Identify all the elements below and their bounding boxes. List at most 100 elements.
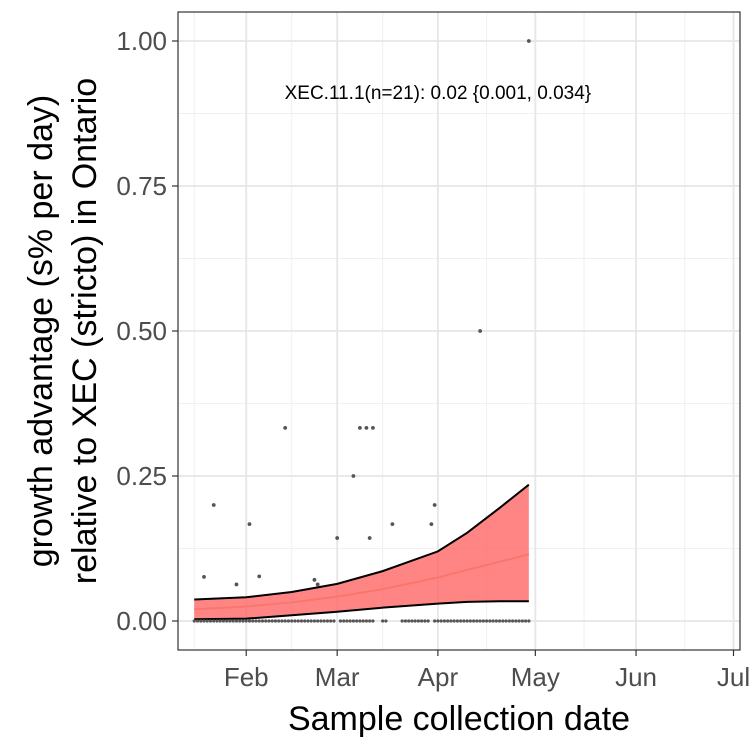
zero-point [413,619,417,623]
zero-point [277,619,281,623]
zero-point [348,619,352,623]
zero-point [371,619,375,623]
zero-point [238,619,242,623]
zero-point [420,619,424,623]
zero-point [319,619,323,623]
lower-bound-line [194,600,529,621]
zero-point [338,619,343,623]
zero-point [455,619,459,623]
zero-point [254,619,258,623]
zero-point [462,619,466,623]
y-tick-label: 1.00 [116,26,167,56]
zero-point [459,619,463,623]
zero-point [449,619,453,623]
zero-point [452,619,456,623]
zero-point [286,619,291,623]
observation-point [283,425,288,430]
zero-point [312,619,317,623]
zero-point [212,619,216,623]
y-axis-title-line-2: relative to XEC (stricto) in Ontario [66,78,104,584]
observation-point [429,522,434,527]
zero-point [407,619,411,623]
zero-point [358,619,362,623]
zero-point [228,619,232,623]
observation-point [390,522,395,527]
zero-point [309,619,313,623]
zero-point [199,619,203,623]
observation-point [234,582,239,587]
zero-point [351,619,356,623]
observation-point [312,577,317,582]
zero-point [306,619,310,623]
zero-point [423,619,427,623]
zero-point [491,619,495,623]
zero-point [270,619,274,623]
x-tick-label: May [511,662,560,692]
zero-point [332,619,336,623]
zero-point [280,619,284,623]
zero-point [472,619,476,623]
zero-point [475,619,479,623]
zero-point [384,619,388,623]
y-axis-ticks: 0.00 0.25 0.50 0.75 1.00 [116,26,178,636]
zero-point [426,619,430,623]
zero-point [501,619,505,623]
y-axis-title: growth advantage (s% per day) relative t… [22,78,104,584]
zero-point [416,619,420,623]
zero-point [481,619,485,623]
zero-point [247,619,252,623]
zero-point [436,619,440,623]
zero-point [329,619,333,623]
zero-point [488,619,492,623]
observation-point [367,536,372,540]
observation-point [257,574,262,579]
zero-point [361,619,365,623]
zero-point [273,619,278,623]
zero-point [523,619,528,623]
observation-point [371,425,375,430]
x-tick-label: Jun [615,662,657,692]
zero-point [364,619,369,623]
zero-point [494,619,498,623]
observation-point [202,575,206,579]
observation-point [351,474,356,478]
zero-point [485,619,489,623]
observation-point [364,425,369,430]
zero-point [345,619,349,623]
observation-point [478,329,483,333]
zero-point [527,619,531,623]
x-tick-label: Mar [315,662,360,692]
zero-point [293,619,297,623]
upper-bound-line [194,483,530,601]
zero-point [403,619,407,623]
zero-point [241,619,245,623]
zero-point [316,619,320,623]
zero-point [342,619,346,623]
zero-point [520,619,524,623]
zero-point [231,619,235,623]
y-tick-label: 0.50 [116,316,167,346]
zero-point [433,619,437,623]
zero-point [296,619,300,623]
zero-point [260,619,265,623]
zero-point [221,619,226,623]
zero-point [202,619,206,623]
zero-point [400,619,404,623]
x-tick-label: Feb [224,662,269,692]
fit-line [194,553,530,611]
zero-point [192,619,196,623]
zero-point [381,619,385,623]
zero-point [465,619,469,623]
x-tick-label: Jul [717,662,750,692]
x-axis-ticks: Feb Mar Apr May Jun Jul [224,650,750,692]
zero-point [507,619,511,623]
confidence-band-area [194,484,529,620]
zero-point [504,619,508,623]
zero-point [511,619,515,623]
zero-point [478,619,482,623]
zero-point [517,619,521,623]
observation-point [335,536,340,540]
zero-point [355,619,359,623]
y-tick-label: 0.00 [116,606,167,636]
zero-point [251,619,255,623]
